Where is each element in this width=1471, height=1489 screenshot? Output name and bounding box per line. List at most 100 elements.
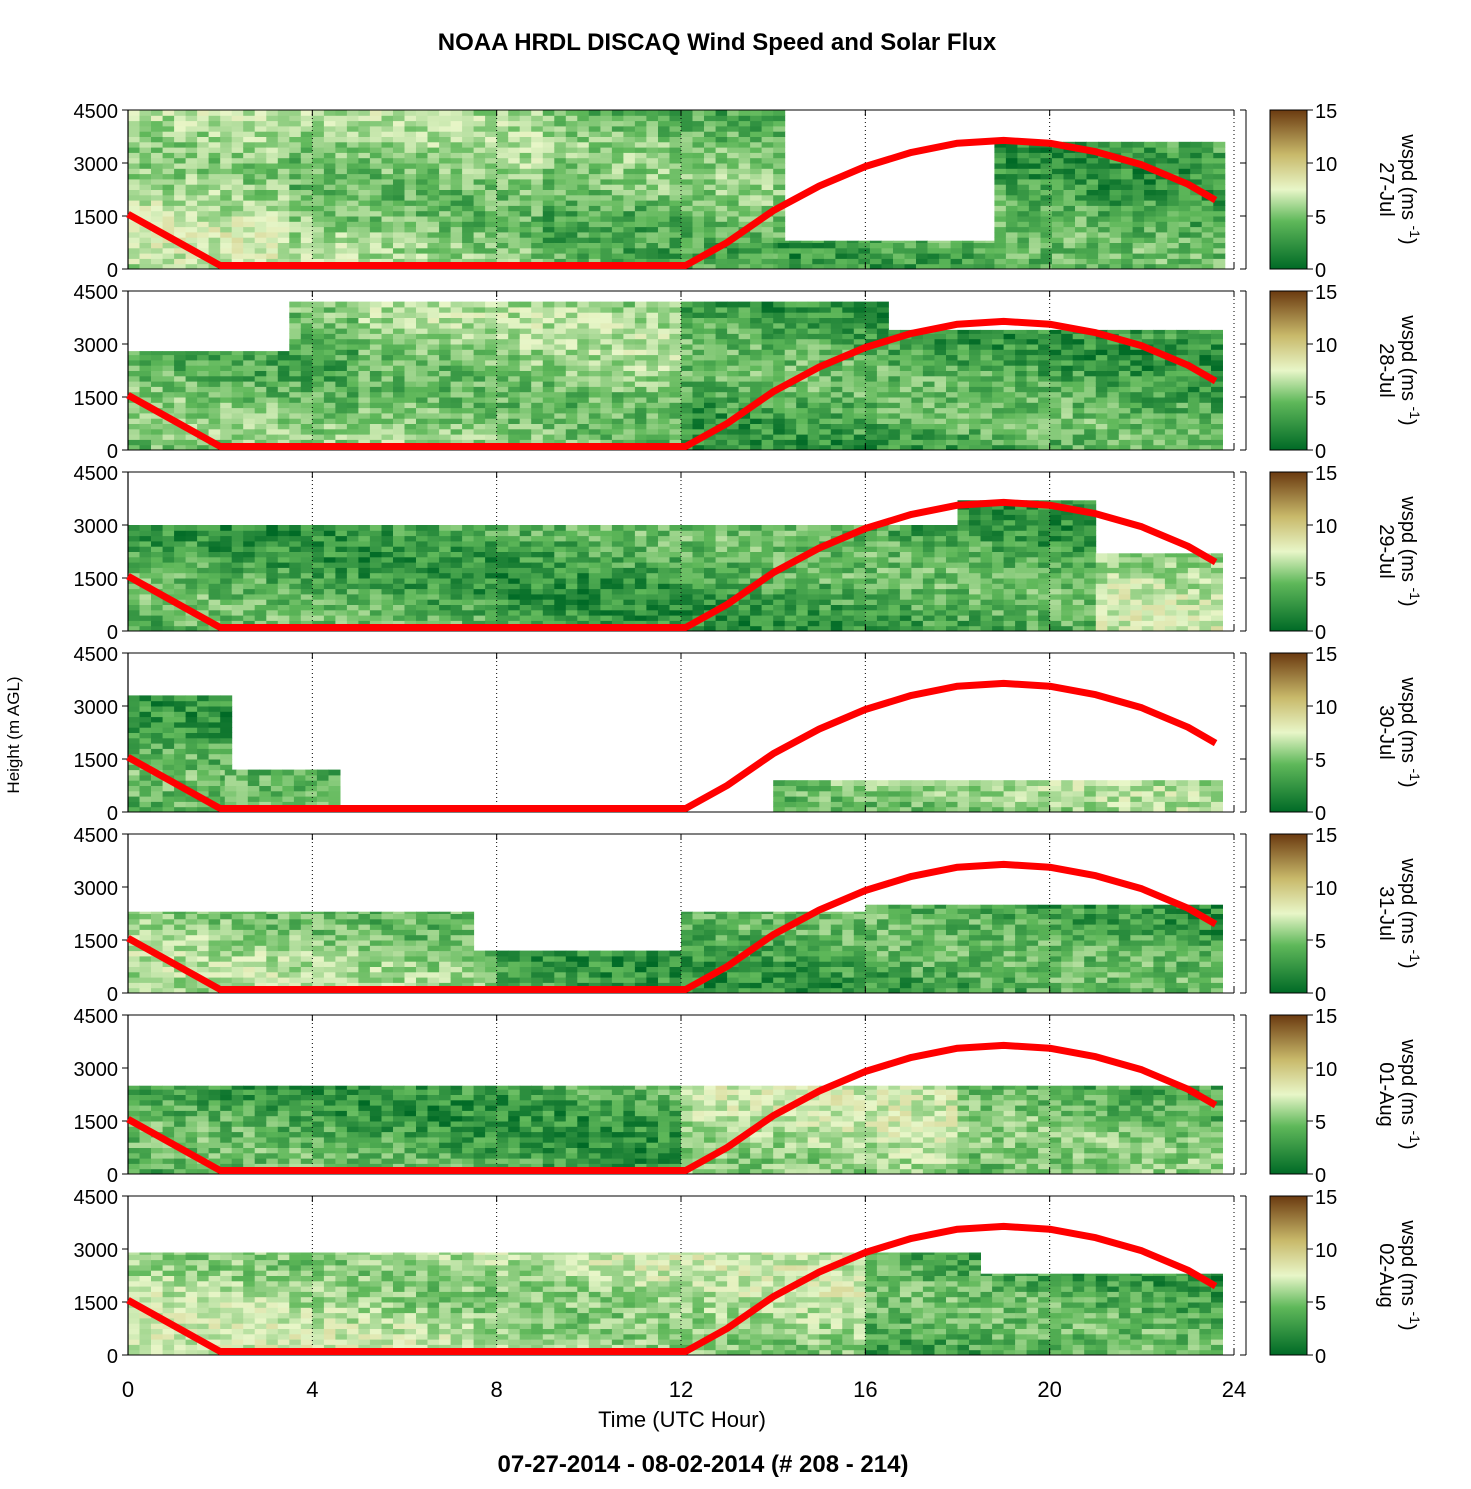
wind-speed-cell bbox=[254, 110, 267, 116]
wind-speed-cell bbox=[800, 247, 813, 254]
wind-speed-cell bbox=[934, 365, 947, 371]
wind-speed-cell bbox=[1028, 184, 1041, 190]
wind-speed-cell bbox=[1015, 333, 1028, 340]
wind-speed-cell bbox=[300, 418, 313, 424]
wind-speed-cell bbox=[369, 131, 382, 137]
wind-speed-cell bbox=[1199, 344, 1212, 350]
wind-speed-cell bbox=[969, 381, 981, 387]
wind-speed-cell bbox=[254, 247, 267, 254]
wind-speed-cell bbox=[1049, 354, 1062, 361]
wind-speed-cell bbox=[1003, 359, 1016, 366]
wind-speed-cell bbox=[1130, 365, 1143, 371]
wind-speed-cell bbox=[300, 221, 313, 228]
wind-speed-cell bbox=[346, 131, 359, 137]
wind-speed-cell bbox=[439, 301, 452, 308]
wind-speed-cell bbox=[980, 386, 993, 393]
wind-speed-cell bbox=[485, 375, 498, 382]
wind-speed-cell bbox=[888, 370, 901, 377]
wind-speed-cell bbox=[600, 386, 613, 393]
wind-speed-cell bbox=[876, 354, 889, 361]
wind-speed-cell bbox=[588, 412, 601, 419]
wind-speed-cell bbox=[819, 344, 832, 350]
wind-speed-cell bbox=[588, 205, 601, 212]
wind-speed-cell bbox=[577, 359, 590, 366]
wind-speed-cell bbox=[554, 110, 567, 116]
wind-speed-cell bbox=[128, 609, 140, 616]
wind-speed-cell bbox=[450, 168, 463, 175]
wind-speed-cell bbox=[1187, 370, 1200, 377]
wind-speed-cell bbox=[554, 216, 567, 222]
wind-speed-cell bbox=[208, 444, 221, 451]
wind-speed-cell bbox=[623, 136, 636, 143]
wind-speed-cell bbox=[1178, 253, 1191, 259]
wind-speed-cell bbox=[346, 407, 359, 414]
wind-speed-cell bbox=[323, 423, 336, 430]
wind-speed-cell bbox=[450, 328, 463, 334]
wind-speed-cell bbox=[416, 115, 428, 122]
wind-speed-cell bbox=[565, 136, 578, 143]
wind-speed-cell bbox=[715, 333, 728, 340]
wind-speed-cell bbox=[934, 329, 947, 334]
wind-speed-cell bbox=[727, 306, 740, 313]
solar-flux-line bbox=[126, 317, 1218, 450]
wind-speed-cell bbox=[542, 152, 555, 159]
wind-speed-cell bbox=[1098, 173, 1111, 180]
wind-speed-cell bbox=[231, 168, 244, 175]
wind-speed-cell bbox=[842, 375, 855, 382]
wind-speed-cell bbox=[335, 386, 348, 393]
wind-speed-cell bbox=[139, 439, 152, 446]
wind-speed-cell bbox=[715, 407, 728, 414]
wind-speed-cell bbox=[266, 351, 279, 356]
wind-speed-cell bbox=[796, 333, 809, 340]
wind-speed-cell bbox=[658, 439, 670, 446]
wind-speed-cell bbox=[777, 240, 790, 243]
wind-speed-cell bbox=[1063, 263, 1076, 270]
wind-speed-cell bbox=[462, 141, 475, 148]
wind-speed-cell bbox=[634, 200, 647, 206]
wind-speed-cell bbox=[600, 247, 613, 254]
wind-speed-cell bbox=[704, 397, 716, 403]
wind-speed-cell bbox=[623, 253, 636, 259]
wind-speed-cell bbox=[346, 125, 359, 132]
wind-speed-cell bbox=[1003, 423, 1016, 430]
wind-speed-cell bbox=[531, 247, 544, 254]
wind-speed-cell bbox=[312, 412, 325, 419]
wind-speed-cell bbox=[727, 263, 740, 270]
wind-speed-cell bbox=[842, 402, 855, 409]
wind-speed-cell bbox=[1176, 444, 1189, 451]
wind-speed-cell bbox=[542, 194, 555, 201]
wind-speed-cell bbox=[807, 418, 820, 424]
wind-speed-cell bbox=[1213, 237, 1226, 243]
wind-speed-cell bbox=[704, 210, 716, 217]
wind-speed-cell bbox=[1118, 423, 1131, 430]
wind-speed-cell bbox=[542, 381, 555, 387]
wind-speed-cell bbox=[577, 237, 590, 243]
wind-speed-cell bbox=[289, 354, 302, 361]
wind-speed-cell bbox=[727, 258, 740, 265]
wind-speed-cell bbox=[323, 237, 336, 243]
wind-speed-cell bbox=[139, 562, 152, 568]
wind-speed-cell bbox=[335, 354, 348, 361]
wind-speed-cell bbox=[220, 115, 233, 122]
wind-speed-cell bbox=[519, 110, 532, 116]
wind-speed-cell bbox=[323, 131, 336, 137]
wind-speed-cell bbox=[853, 301, 866, 308]
wind-speed-cell bbox=[1086, 258, 1099, 265]
wind-speed-cell bbox=[623, 301, 636, 308]
wind-speed-cell bbox=[174, 444, 187, 451]
wind-speed-cell bbox=[669, 242, 682, 249]
wind-speed-cell bbox=[1141, 381, 1154, 387]
wind-speed-cell bbox=[750, 434, 763, 440]
wind-speed-cell bbox=[220, 136, 233, 143]
wind-speed-cell bbox=[807, 349, 820, 356]
wind-speed-cell bbox=[128, 546, 140, 552]
wind-speed-cell bbox=[1063, 152, 1076, 159]
wind-speed-cell bbox=[208, 173, 221, 180]
wind-speed-cell bbox=[542, 210, 555, 217]
wind-speed-cell bbox=[853, 407, 866, 414]
wind-speed-cell bbox=[462, 221, 475, 228]
wind-speed-cell bbox=[277, 173, 290, 180]
wind-speed-cell bbox=[1132, 253, 1145, 259]
wind-speed-cell bbox=[761, 163, 774, 169]
wind-speed-cell bbox=[427, 194, 440, 201]
